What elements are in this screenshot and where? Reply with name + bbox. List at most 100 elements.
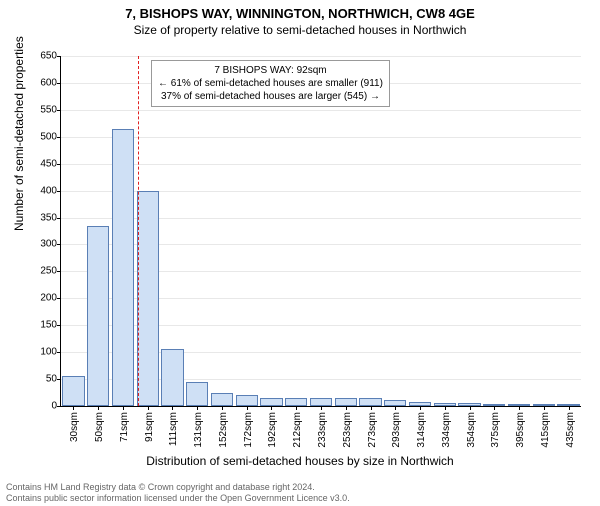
- histogram-bar: [112, 129, 134, 406]
- ytick-mark: [57, 298, 61, 299]
- histogram-bar: [335, 398, 357, 406]
- xtick-mark: [247, 406, 248, 410]
- xtick-mark: [123, 406, 124, 410]
- ytick-label: 650: [31, 51, 57, 62]
- x-axis-label: Distribution of semi-detached houses by …: [0, 454, 600, 468]
- xtick-mark: [569, 406, 570, 410]
- xtick-label: 293sqm: [391, 412, 402, 448]
- grid-line: [61, 56, 581, 57]
- ytick-mark: [57, 379, 61, 380]
- histogram-bar: [62, 376, 84, 406]
- annotation-line3: 37% of semi-detached houses are larger (…: [158, 90, 383, 103]
- y-axis-label: Number of semi-detached properties: [12, 36, 26, 231]
- ytick-label: 100: [31, 347, 57, 358]
- histogram-bar: [359, 398, 381, 406]
- xtick-mark: [98, 406, 99, 410]
- ytick-label: 250: [31, 266, 57, 277]
- ytick-label: 300: [31, 239, 57, 250]
- xtick-mark: [445, 406, 446, 410]
- ytick-label: 550: [31, 104, 57, 115]
- footer-line2: Contains public sector information licen…: [6, 493, 350, 504]
- xtick-mark: [420, 406, 421, 410]
- grid-line: [61, 110, 581, 111]
- xtick-mark: [222, 406, 223, 410]
- xtick-mark: [371, 406, 372, 410]
- ytick-mark: [57, 137, 61, 138]
- xtick-mark: [271, 406, 272, 410]
- xtick-label: 91sqm: [144, 412, 155, 442]
- xtick-label: 30sqm: [69, 412, 80, 442]
- ytick-label: 500: [31, 131, 57, 142]
- property-marker-line: [138, 56, 139, 406]
- xtick-label: 314sqm: [416, 412, 427, 448]
- xtick-label: 334sqm: [441, 412, 452, 448]
- xtick-label: 131sqm: [193, 412, 204, 448]
- ytick-mark: [57, 164, 61, 165]
- histogram-bar: [186, 382, 208, 406]
- ytick-label: 150: [31, 320, 57, 331]
- ytick-label: 400: [31, 185, 57, 196]
- ytick-mark: [57, 325, 61, 326]
- xtick-label: 111sqm: [168, 412, 179, 446]
- ytick-mark: [57, 271, 61, 272]
- ytick-label: 600: [31, 77, 57, 88]
- annotation-line2: ← 61% of semi-detached houses are smalle…: [158, 77, 383, 90]
- ytick-label: 350: [31, 212, 57, 223]
- chart-container: 7, BISHOPS WAY, WINNINGTON, NORTHWICH, C…: [0, 6, 600, 506]
- ytick-label: 200: [31, 293, 57, 304]
- histogram-bar: [260, 398, 282, 406]
- xtick-mark: [494, 406, 495, 410]
- ytick-mark: [57, 244, 61, 245]
- ytick-mark: [57, 110, 61, 111]
- xtick-label: 172sqm: [243, 412, 254, 448]
- xtick-label: 212sqm: [292, 412, 303, 448]
- xtick-label: 192sqm: [267, 412, 278, 448]
- xtick-mark: [470, 406, 471, 410]
- xtick-label: 354sqm: [466, 412, 477, 448]
- ytick-mark: [57, 352, 61, 353]
- histogram-bar: [285, 398, 307, 406]
- annotation-line1: 7 BISHOPS WAY: 92sqm: [158, 64, 383, 77]
- ytick-mark: [57, 56, 61, 57]
- footer-attribution: Contains HM Land Registry data © Crown c…: [6, 482, 350, 504]
- histogram-bar: [236, 395, 258, 406]
- xtick-label: 375sqm: [490, 412, 501, 448]
- grid-line: [61, 137, 581, 138]
- grid-line: [61, 164, 581, 165]
- xtick-label: 233sqm: [317, 412, 328, 448]
- ytick-label: 50: [31, 374, 57, 385]
- histogram-bar: [310, 398, 332, 406]
- xtick-label: 273sqm: [367, 412, 378, 448]
- xtick-label: 415sqm: [540, 412, 551, 448]
- xtick-mark: [73, 406, 74, 410]
- ytick-mark: [57, 191, 61, 192]
- chart-subtitle: Size of property relative to semi-detach…: [0, 23, 600, 37]
- histogram-bar: [161, 349, 183, 406]
- xtick-mark: [321, 406, 322, 410]
- xtick-mark: [296, 406, 297, 410]
- ytick-label: 450: [31, 158, 57, 169]
- chart-title: 7, BISHOPS WAY, WINNINGTON, NORTHWICH, C…: [0, 6, 600, 21]
- plot-region: 0501001502002503003504004505005506006503…: [60, 56, 581, 407]
- xtick-mark: [148, 406, 149, 410]
- chart-area: 0501001502002503003504004505005506006503…: [60, 56, 580, 406]
- histogram-bar: [137, 191, 159, 406]
- xtick-label: 50sqm: [94, 412, 105, 442]
- xtick-mark: [395, 406, 396, 410]
- histogram-bar: [87, 226, 109, 406]
- ytick-mark: [57, 218, 61, 219]
- xtick-label: 435sqm: [565, 412, 576, 448]
- annotation-box: 7 BISHOPS WAY: 92sqm← 61% of semi-detach…: [151, 60, 390, 107]
- xtick-mark: [544, 406, 545, 410]
- ytick-mark: [57, 406, 61, 407]
- xtick-label: 71sqm: [119, 412, 130, 442]
- ytick-mark: [57, 83, 61, 84]
- xtick-mark: [519, 406, 520, 410]
- xtick-mark: [197, 406, 198, 410]
- xtick-label: 152sqm: [218, 412, 229, 448]
- xtick-mark: [172, 406, 173, 410]
- histogram-bar: [211, 393, 233, 406]
- ytick-label: 0: [31, 401, 57, 412]
- xtick-label: 395sqm: [515, 412, 526, 448]
- xtick-mark: [346, 406, 347, 410]
